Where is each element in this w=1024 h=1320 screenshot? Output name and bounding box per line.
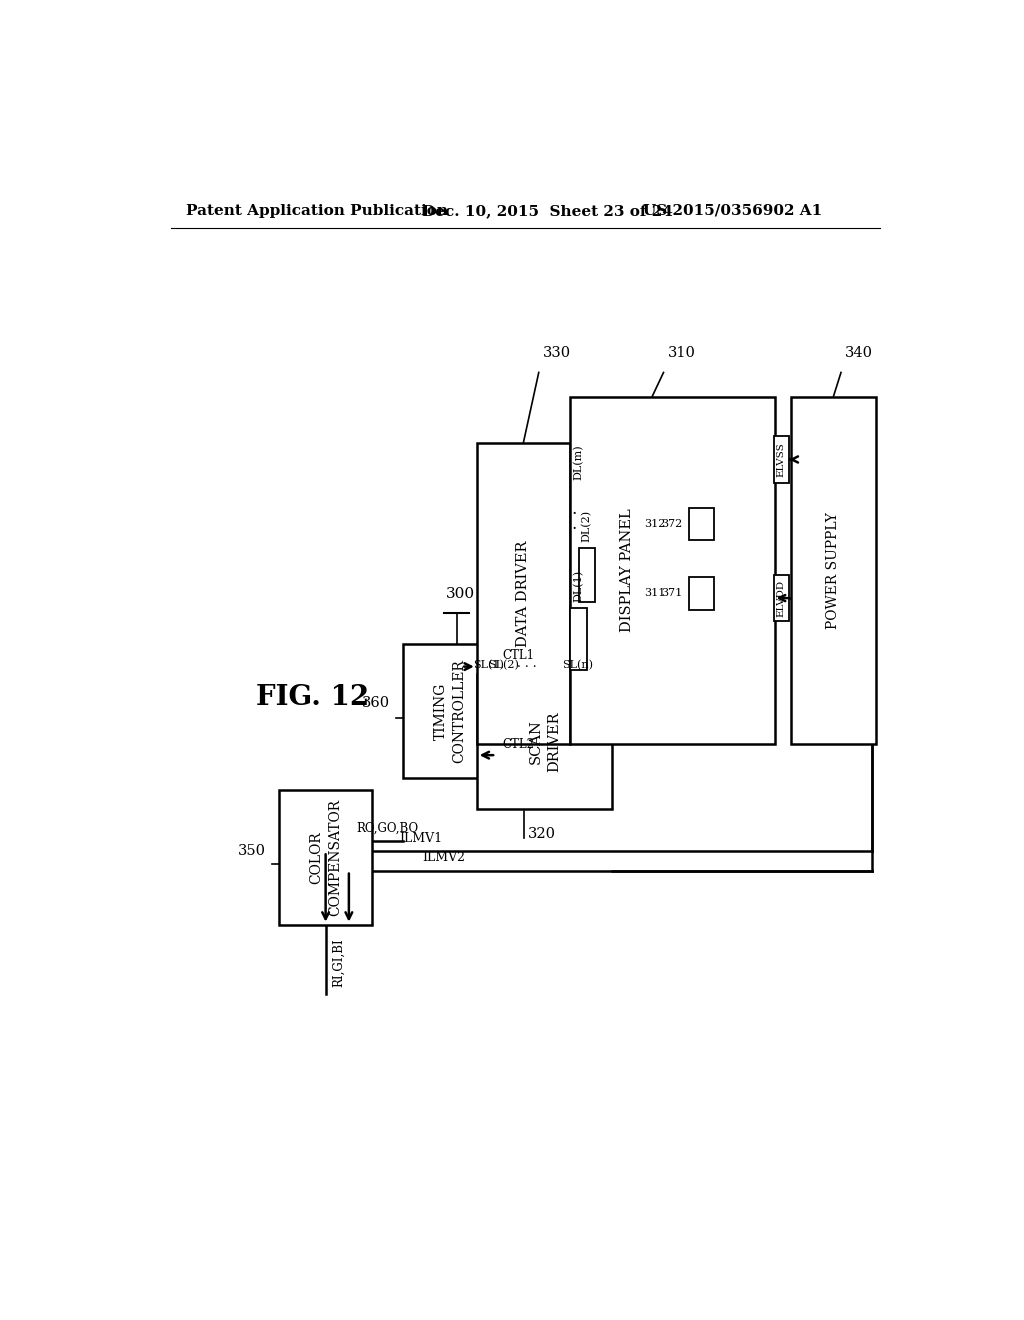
Text: DATA DRIVER: DATA DRIVER	[516, 540, 530, 647]
Text: CTL2: CTL2	[503, 738, 535, 751]
Text: SCAN
DRIVER: SCAN DRIVER	[528, 711, 561, 772]
Text: TIMING
CONTROLLER: TIMING CONTROLLER	[433, 659, 466, 763]
Bar	[403, 644, 496, 779]
Text: .: .	[571, 500, 577, 517]
Text: FIG. 12: FIG. 12	[256, 684, 369, 711]
Text: DL(1): DL(1)	[573, 570, 584, 602]
Text: 350: 350	[238, 843, 266, 858]
Bar	[689, 577, 714, 610]
Text: 340: 340	[845, 346, 872, 360]
Bar	[477, 675, 612, 809]
Text: ELVDD: ELVDD	[777, 579, 785, 616]
Text: ILMV1: ILMV1	[399, 832, 442, 845]
Text: . . .: . . .	[517, 657, 537, 671]
Text: .: .	[571, 516, 577, 533]
Bar	[569, 397, 775, 743]
Text: 372: 372	[662, 519, 683, 529]
Bar	[773, 437, 790, 483]
Text: DISPLAY PANEL: DISPLAY PANEL	[621, 508, 634, 632]
Text: ELVSS: ELVSS	[777, 442, 785, 477]
Text: 311: 311	[644, 589, 666, 598]
Text: 300: 300	[445, 587, 475, 601]
Text: US 2015/0356902 A1: US 2015/0356902 A1	[643, 203, 822, 218]
Text: ILMV2: ILMV2	[422, 851, 465, 865]
Bar	[773, 576, 790, 622]
Text: Dec. 10, 2015  Sheet 23 of 24: Dec. 10, 2015 Sheet 23 of 24	[423, 203, 674, 218]
Text: DL(2): DL(2)	[582, 510, 592, 543]
Bar	[569, 609, 587, 671]
Text: 312: 312	[644, 519, 666, 529]
Text: SL(1): SL(1)	[473, 660, 504, 671]
Text: 371: 371	[662, 589, 683, 598]
Text: RO,GO,BO: RO,GO,BO	[356, 822, 419, 834]
Text: DL(m): DL(m)	[573, 445, 584, 480]
Text: 330: 330	[543, 346, 570, 360]
Text: 310: 310	[668, 346, 695, 360]
Text: 360: 360	[361, 696, 390, 710]
Text: POWER SUPPLY: POWER SUPPLY	[826, 512, 841, 628]
Bar	[579, 548, 595, 602]
Text: Patent Application Publication: Patent Application Publication	[186, 203, 449, 218]
Text: 320: 320	[528, 828, 556, 841]
Text: RI,GI,BI: RI,GI,BI	[332, 939, 345, 987]
Bar	[791, 397, 876, 743]
Text: SL(2): SL(2)	[488, 660, 519, 671]
Bar	[477, 444, 569, 743]
Bar	[280, 789, 372, 924]
Text: COLOR
COMPENSATOR: COLOR COMPENSATOR	[309, 799, 342, 916]
Bar	[689, 508, 714, 540]
Text: CTL1: CTL1	[503, 649, 535, 663]
Text: SL(n): SL(n)	[562, 660, 593, 671]
